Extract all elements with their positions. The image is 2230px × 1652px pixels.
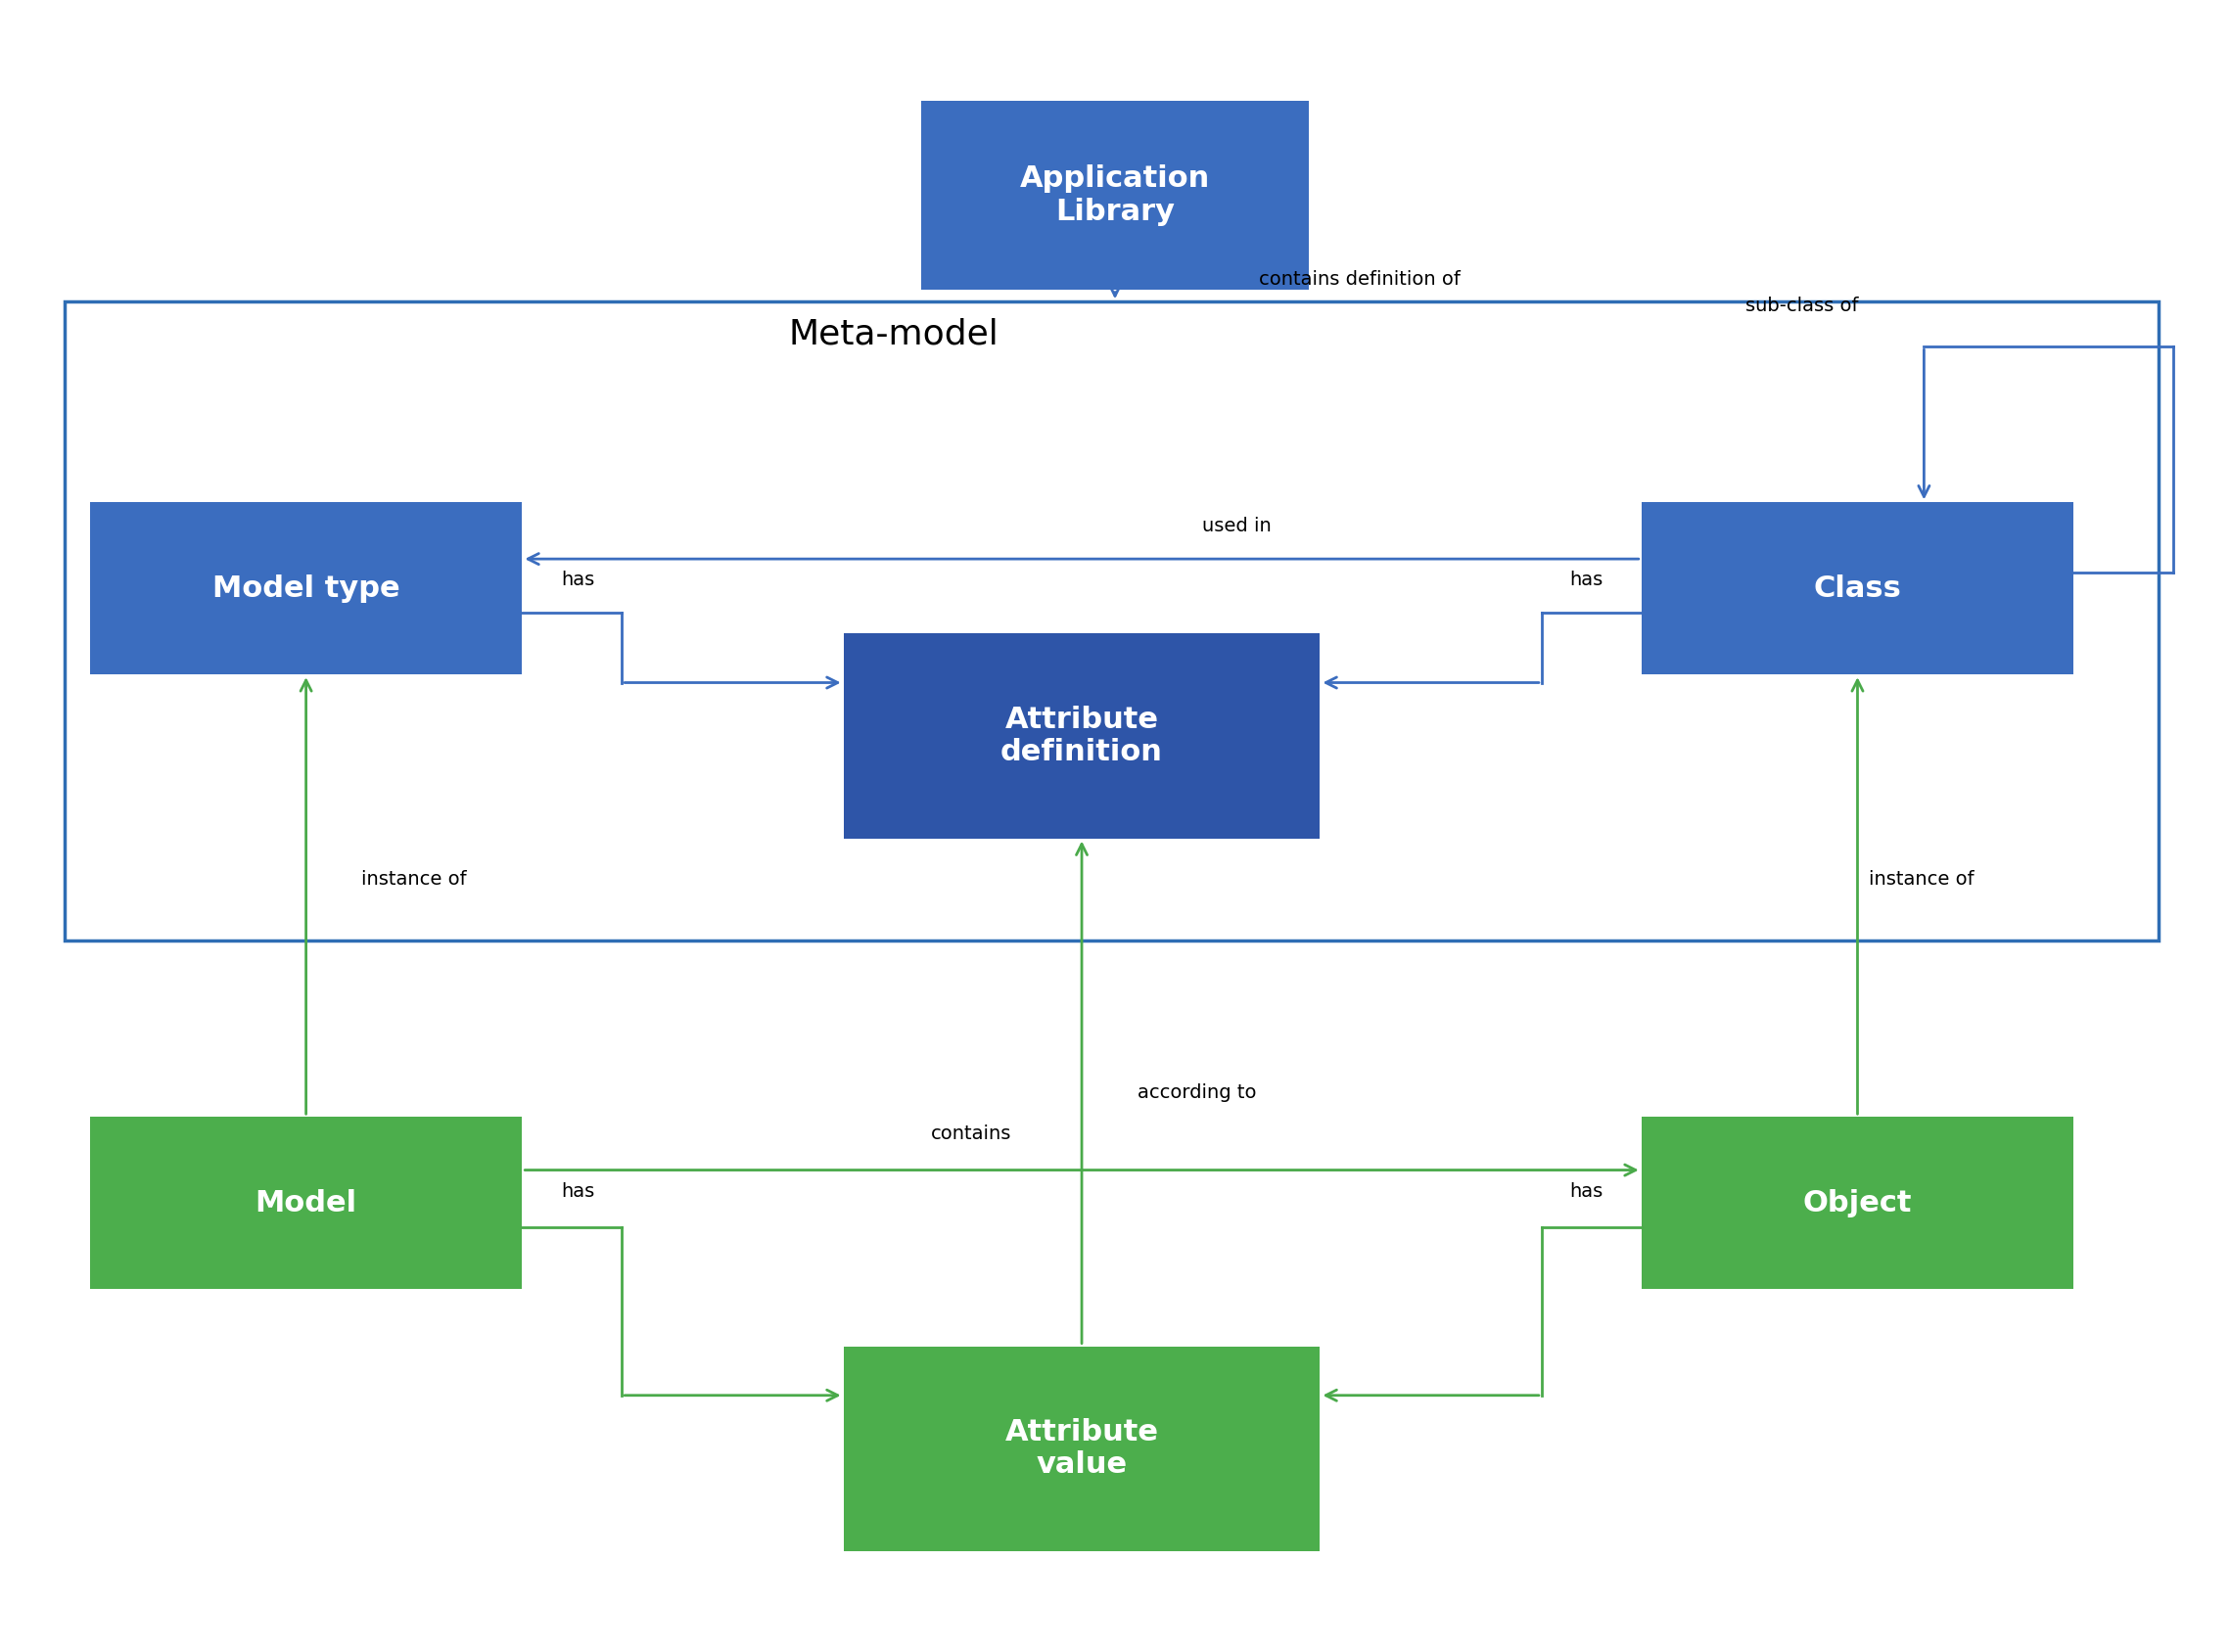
FancyBboxPatch shape xyxy=(843,633,1320,838)
Text: Model: Model xyxy=(254,1189,357,1218)
FancyBboxPatch shape xyxy=(1641,1117,2074,1289)
Text: Meta-model: Meta-model xyxy=(787,317,999,352)
Text: Attribute
definition: Attribute definition xyxy=(1001,705,1162,767)
Text: instance of: instance of xyxy=(1869,871,1974,889)
Text: contains definition of: contains definition of xyxy=(1260,269,1461,289)
Text: has: has xyxy=(1570,572,1603,590)
FancyBboxPatch shape xyxy=(89,502,522,674)
Bar xyxy=(65,302,2159,940)
FancyBboxPatch shape xyxy=(921,101,1309,289)
Text: contains: contains xyxy=(930,1125,1010,1143)
Text: has: has xyxy=(560,1183,593,1201)
Text: Model type: Model type xyxy=(212,575,399,603)
Text: Application
Library: Application Library xyxy=(1019,165,1211,226)
Text: Object: Object xyxy=(1802,1189,1911,1218)
Text: used in: used in xyxy=(1202,517,1271,535)
FancyBboxPatch shape xyxy=(89,1117,522,1289)
Text: Class: Class xyxy=(1813,575,1902,603)
Text: Attribute
value: Attribute value xyxy=(1006,1417,1160,1479)
FancyBboxPatch shape xyxy=(843,1346,1320,1551)
Text: has: has xyxy=(1570,1183,1603,1201)
Text: according to: according to xyxy=(1137,1084,1255,1102)
FancyBboxPatch shape xyxy=(1641,502,2074,674)
Text: sub-class of: sub-class of xyxy=(1746,296,1858,316)
Text: has: has xyxy=(560,572,593,590)
Text: instance of: instance of xyxy=(361,871,466,889)
